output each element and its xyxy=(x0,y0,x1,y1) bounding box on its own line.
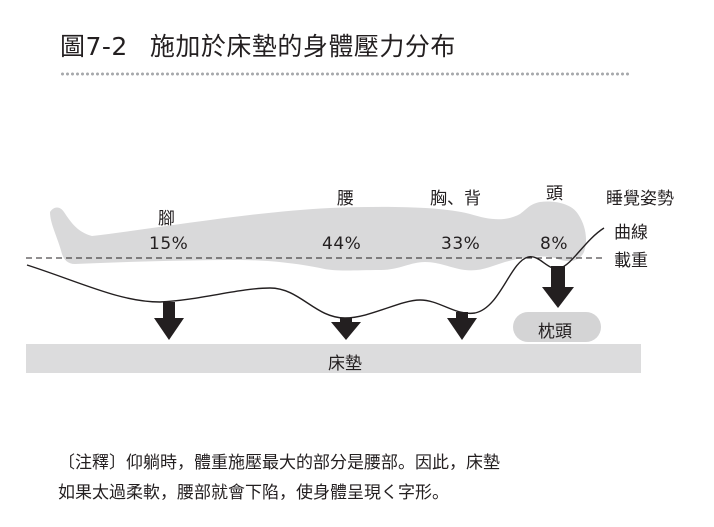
figure-title-text: 施加於床墊的身體壓力分布 xyxy=(149,32,456,61)
pressure-arrow-waist xyxy=(331,318,361,340)
figure-note: 〔注釋〕仰躺時，體重施壓最大的部分是腰部。因此，床墊 如果太過柔軟，腰部就會下陷… xyxy=(58,448,658,508)
load-curve xyxy=(26,227,605,319)
mattress-bar xyxy=(26,344,641,373)
pressure-arrow-feet xyxy=(154,302,184,340)
note-line-1: 〔注釋〕仰躺時，體重施壓最大的部分是腰部。因此，床墊 xyxy=(58,453,500,473)
pillow-label: 枕頭 xyxy=(538,322,572,342)
legend-load: 載重 xyxy=(614,251,648,271)
legend-curve: 曲線 xyxy=(614,223,648,243)
pressure-arrow-back xyxy=(447,312,477,340)
label-waist: 腰 xyxy=(337,189,354,209)
legend-posture: 睡覺姿勢 xyxy=(606,189,674,209)
percent-chest-back: 33% xyxy=(441,234,481,254)
label-chest-back: 胸、背 xyxy=(430,189,481,209)
percent-waist: 44% xyxy=(322,234,362,254)
label-head: 頭 xyxy=(546,184,563,204)
label-feet: 腳 xyxy=(158,209,175,229)
dotted-separator xyxy=(60,72,630,76)
figure-title: 圖7-2 施加於床墊的身體壓力分布 xyxy=(60,27,456,63)
pressure-arrow-head xyxy=(542,266,574,308)
pillow-shape xyxy=(513,312,601,342)
figure-number: 圖7-2 xyxy=(60,32,128,61)
body-silhouette xyxy=(50,201,586,271)
mattress-label: 床墊 xyxy=(328,354,362,374)
percent-head: 8% xyxy=(540,234,568,254)
note-line-2: 如果太過柔軟，腰部就會下陷，使身體呈現く字形。 xyxy=(58,483,449,503)
percent-feet: 15% xyxy=(149,234,189,254)
